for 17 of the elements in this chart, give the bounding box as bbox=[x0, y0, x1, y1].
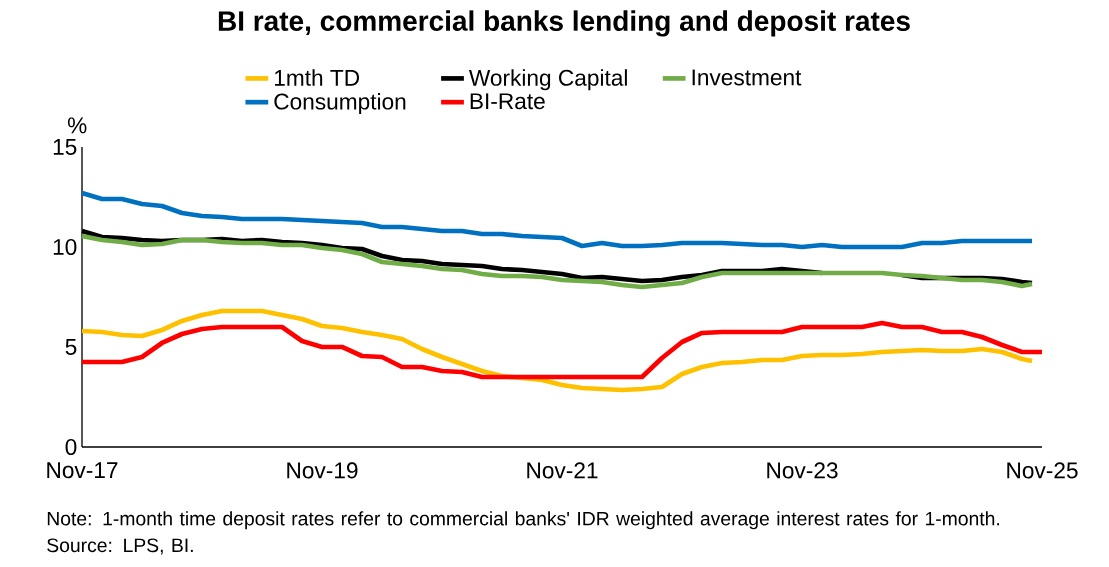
chart-title: BI rate, commercial banks lending and deposit rates bbox=[218, 10, 910, 37]
x-tick-label: Nov-17 bbox=[47, 462, 118, 479]
x-tick-label: Nov-25 bbox=[1007, 462, 1078, 479]
legend-label: Investment bbox=[692, 69, 802, 86]
y-axis-title: % bbox=[67, 117, 87, 134]
y-tick-label: 10 bbox=[53, 238, 77, 256]
legend-label: BI-Rate bbox=[470, 93, 545, 110]
x-tick-label: Nov-21 bbox=[527, 462, 598, 479]
legend-label: Working Capital bbox=[468, 69, 627, 91]
x-tick-label: Nov-19 bbox=[287, 462, 358, 479]
y-tick-label: 15 bbox=[53, 139, 77, 155]
legend-label: 1mth TD bbox=[274, 69, 360, 86]
y-tick-label: 5 bbox=[65, 339, 77, 355]
text: Note: 1-month time deposit rates refer to commercial banks' IDR weighted average interest rates for 1-month. Source: LPS, BI. bbox=[47, 511, 1000, 555]
y-tick-label: 0 bbox=[65, 438, 77, 456]
legend-label: Consumption bbox=[274, 92, 406, 115]
x-tick-label: Nov-23 bbox=[767, 462, 838, 479]
